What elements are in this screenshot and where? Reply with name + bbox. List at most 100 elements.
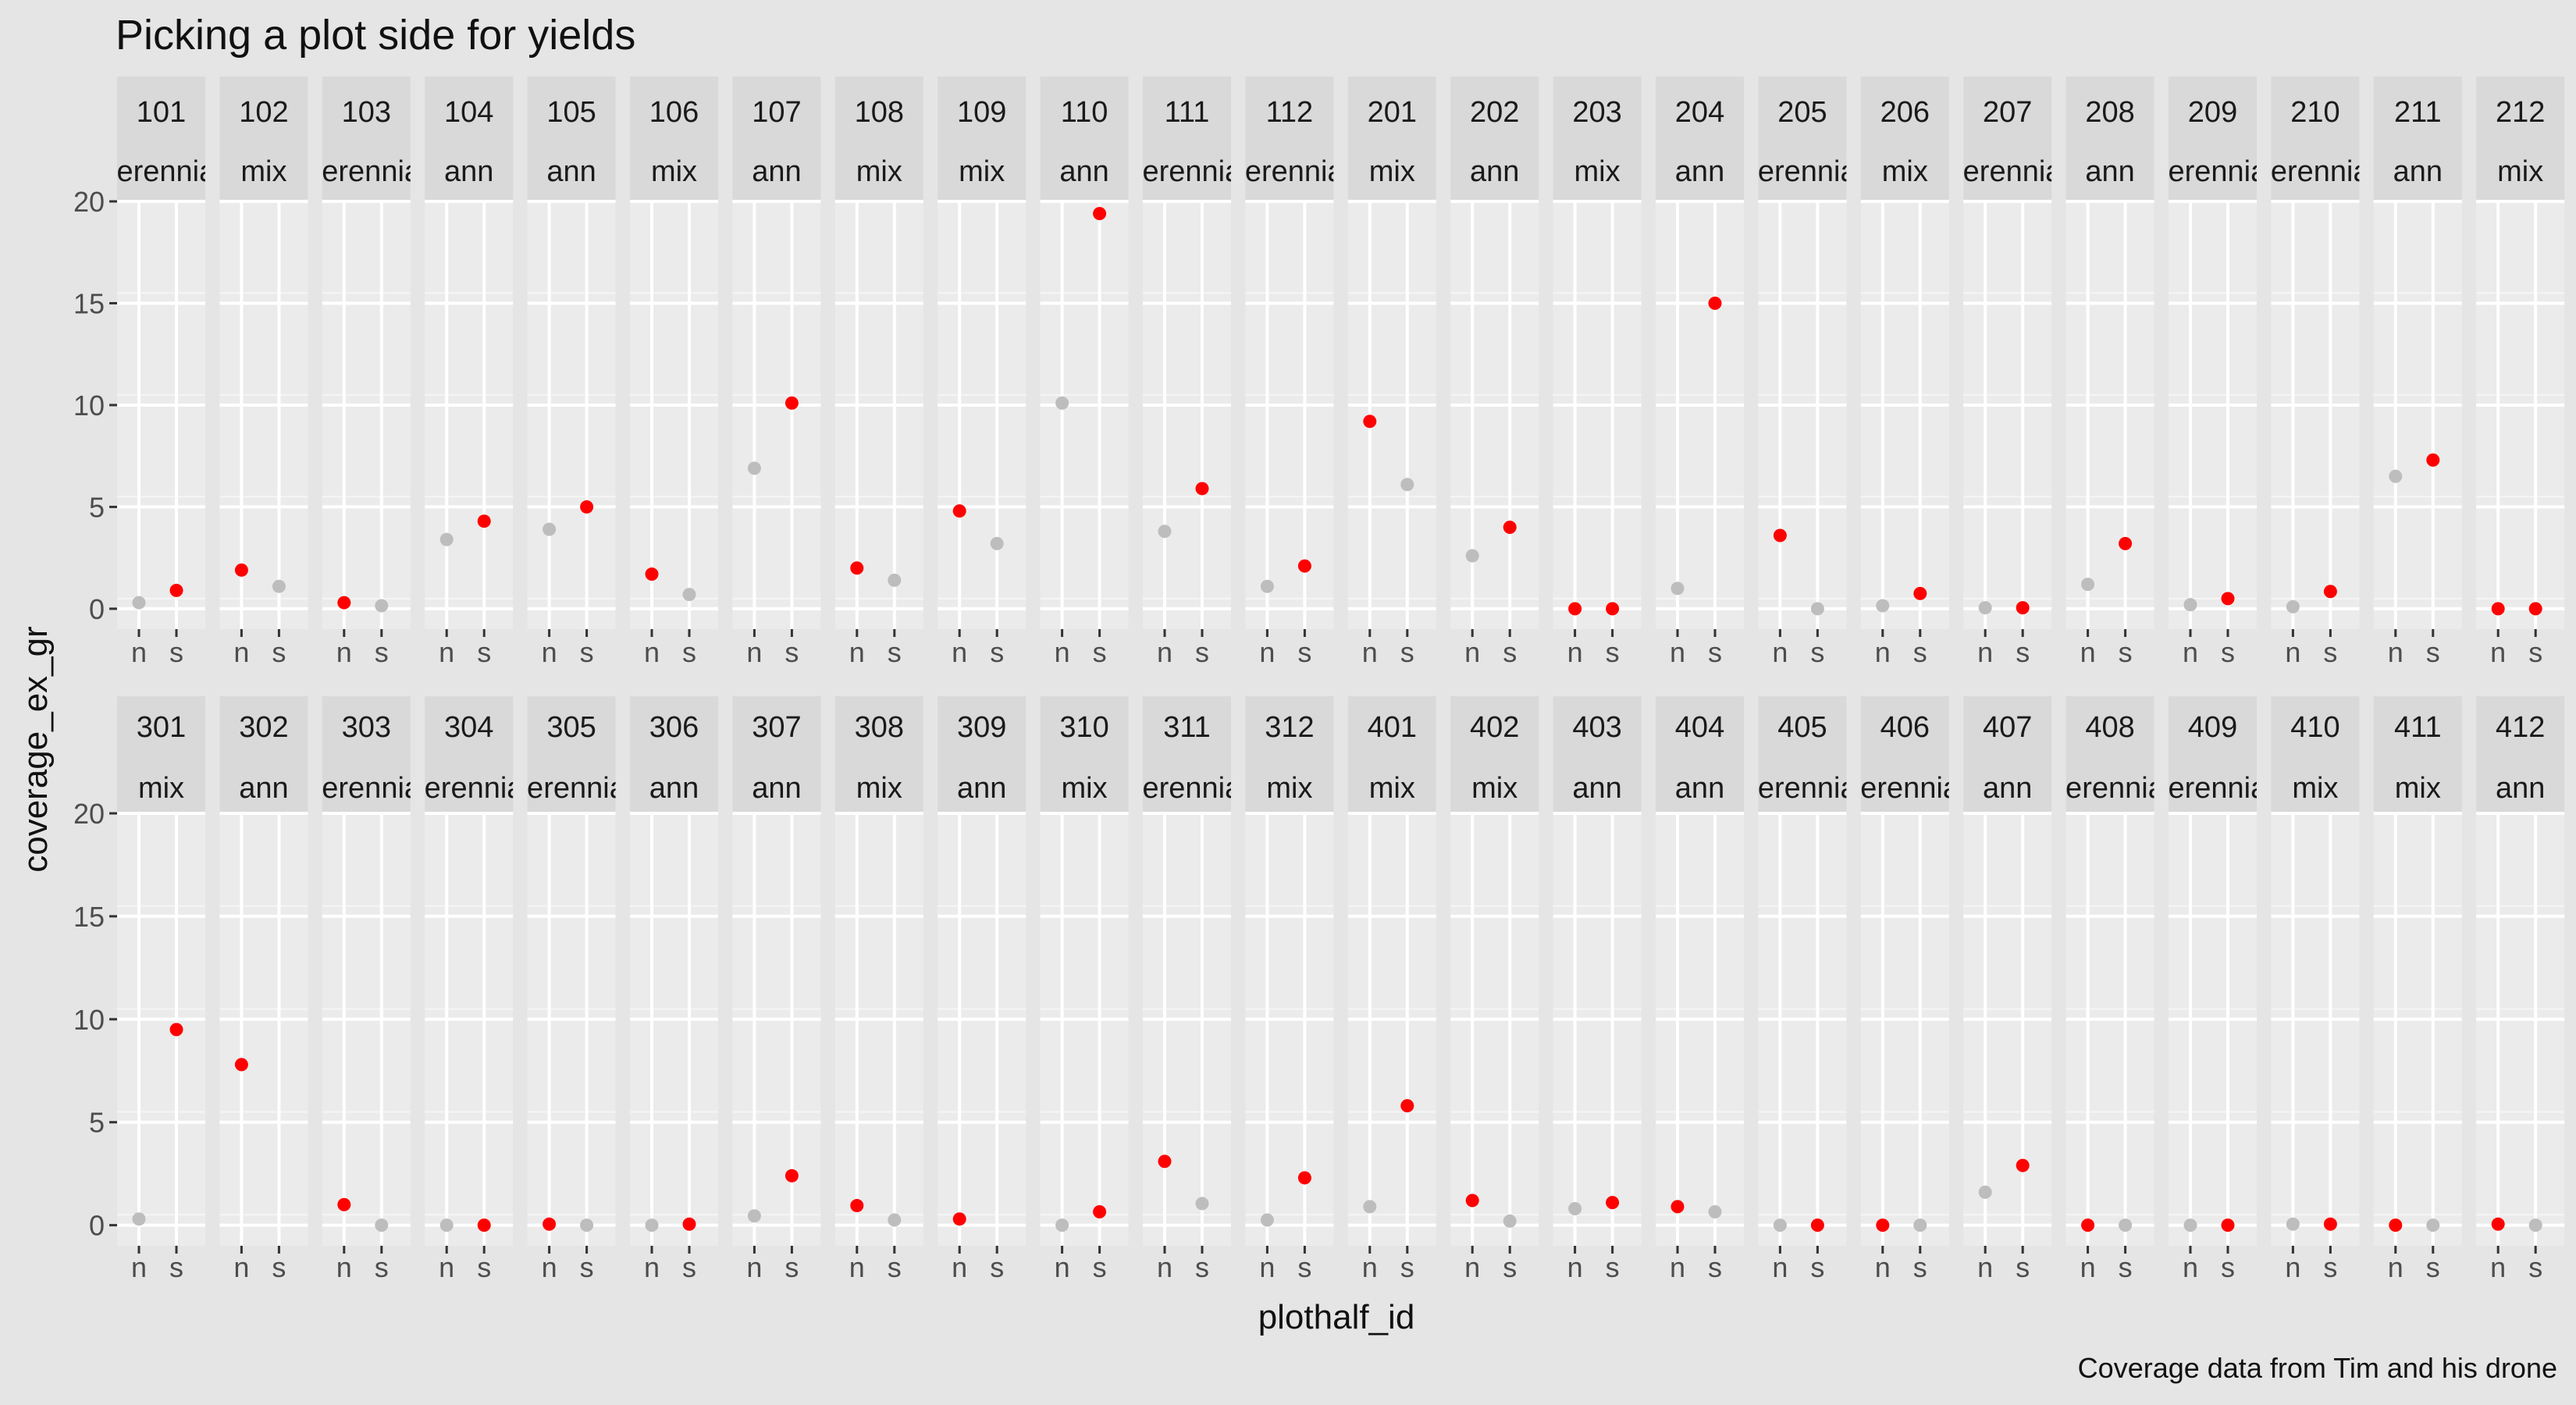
strip-label-treatment: ann — [1572, 772, 1621, 805]
facet-panel: 403 ann n s — [1553, 696, 1642, 1283]
x-tick-label: s — [2323, 1251, 2337, 1283]
facet-strip — [630, 76, 718, 200]
x-tick-label: n — [2285, 636, 2300, 668]
x-tick-label: n — [1157, 636, 1172, 668]
strip-label-plot: 106 — [649, 96, 699, 129]
facet-strip — [527, 696, 616, 812]
strip-label-plot: 112 — [1266, 96, 1314, 129]
facet-strip — [425, 696, 514, 812]
x-tick-label: n — [1977, 636, 1993, 668]
facet-panel: 409 perennial n s — [2169, 696, 2257, 1283]
chart-caption: Coverage data from Tim and his drone — [2078, 1352, 2557, 1384]
x-tick-label: s — [169, 1251, 183, 1283]
strip-label-treatment: ann — [239, 772, 288, 805]
data-point — [477, 514, 491, 528]
chart-title: Picking a plot side for yields — [116, 12, 635, 59]
data-point — [747, 1209, 761, 1223]
facet-panel: 408 perennial n s — [2065, 696, 2154, 1283]
data-point — [1810, 1218, 1824, 1232]
strip-label-plot: 202 — [1470, 96, 1519, 129]
data-point — [1670, 582, 1685, 596]
data-point — [888, 573, 902, 587]
panel-background — [630, 813, 718, 1246]
x-tick-label: s — [2221, 1251, 2235, 1283]
x-tick-label: n — [1875, 636, 1891, 668]
strip-label-treatment: ann — [546, 155, 596, 188]
facet-strip — [1553, 696, 1642, 812]
x-tick-label: n — [1362, 636, 1378, 668]
facet-strip — [322, 76, 411, 200]
strip-label-treatment: perennial — [1742, 155, 1863, 188]
x-tick-label: n — [746, 636, 762, 668]
facet-strip — [1040, 76, 1129, 200]
x-tick-label: n — [131, 636, 147, 668]
facet-panel: 104 ann n s — [425, 76, 514, 668]
x-tick-label: s — [1503, 1251, 1517, 1283]
facet-panel: 305 perennial n s — [527, 696, 616, 1283]
facet-panel: 310 mix n s — [1040, 696, 1129, 1283]
facet-panel: 303 perennial n s — [305, 696, 427, 1283]
strip-label-plot: 209 — [2188, 96, 2237, 129]
panel-background — [527, 813, 616, 1246]
x-tick-label: n — [542, 636, 557, 668]
strip-label-plot: 403 — [1572, 711, 1621, 744]
data-point — [747, 461, 761, 475]
x-tick-label: n — [2183, 636, 2198, 668]
data-point — [1400, 478, 1414, 492]
data-point — [645, 1218, 659, 1232]
strip-label-treatment: ann — [1470, 155, 1519, 188]
facet-strip — [1347, 696, 1436, 812]
facet-strip — [2271, 696, 2360, 812]
strip-label-treatment: mix — [856, 772, 902, 805]
panel-background — [117, 201, 205, 629]
data-point — [580, 1218, 594, 1232]
facet-strip — [938, 76, 1026, 200]
panel-background — [1656, 813, 1744, 1246]
strip-label-treatment: ann — [2085, 155, 2134, 188]
x-tick-label: n — [1670, 1251, 1685, 1283]
panel-background — [2373, 813, 2462, 1246]
data-point — [785, 396, 799, 410]
y-tick-label: 5 — [89, 1107, 105, 1139]
x-tick-label: n — [1772, 1251, 1788, 1283]
strip-label-plot: 308 — [855, 711, 904, 744]
strip-label-plot: 211 — [2394, 96, 2442, 129]
x-tick-label: n — [439, 636, 454, 668]
data-point — [1503, 521, 1517, 535]
strip-label-plot: 305 — [546, 711, 596, 744]
strip-label-plot: 301 — [137, 711, 186, 744]
data-point — [439, 1218, 454, 1232]
data-point — [2389, 1218, 2403, 1232]
strip-label-treatment: mix — [959, 155, 1005, 188]
strip-label-treatment: perennial — [305, 772, 427, 805]
panel-background — [732, 813, 821, 1246]
facet-panel: 308 mix n s — [834, 696, 923, 1283]
data-point — [2183, 1218, 2197, 1232]
facet-panel: 406 perennial n s — [1860, 696, 1949, 1283]
facet-strip — [2476, 76, 2565, 200]
facet-panel: 206 mix n s — [1860, 76, 1949, 668]
strip-label-plot: 210 — [2290, 96, 2339, 129]
x-tick-label: n — [2080, 636, 2096, 668]
x-tick-label: n — [1464, 636, 1480, 668]
x-tick-label: s — [1810, 636, 1824, 668]
panel-background — [732, 201, 821, 629]
data-point — [2016, 1158, 2030, 1172]
strip-label-plot: 105 — [546, 96, 596, 129]
facet-strip — [1656, 76, 1744, 200]
data-point — [439, 532, 454, 546]
data-point — [1400, 1099, 1414, 1113]
x-tick-label: s — [2528, 1251, 2542, 1283]
strip-label-plot: 102 — [239, 96, 288, 129]
panel-background — [527, 201, 616, 629]
panel-background — [2065, 201, 2154, 629]
strip-label-treatment: mix — [1266, 772, 1312, 805]
facet-panel: 110 ann n s — [1040, 76, 1129, 668]
x-tick-label: n — [336, 636, 352, 668]
data-point — [1913, 586, 1927, 600]
facet-strip — [1245, 76, 1334, 200]
x-tick-label: s — [1093, 636, 1107, 668]
strip-label-plot: 101 — [137, 96, 186, 129]
facet-panel: 212 mix n s — [2476, 76, 2565, 668]
